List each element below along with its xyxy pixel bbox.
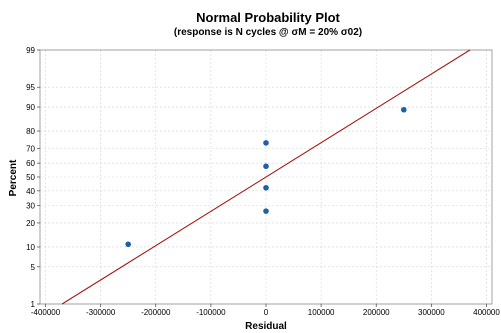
y-tick-label: 99 (26, 46, 35, 55)
y-tick-label: 90 (26, 103, 35, 112)
x-tick-label: -100000 (196, 308, 226, 317)
x-tick-label: 100000 (308, 308, 335, 317)
y-tick-label: 1 (31, 300, 36, 309)
y-tick-label: 95 (26, 83, 35, 92)
y-tick-label: 40 (26, 187, 35, 196)
x-tick-label: -300000 (86, 308, 116, 317)
y-tick-label: 60 (26, 159, 35, 168)
y-tick-label: 20 (26, 219, 35, 228)
y-axis-label: Percent (8, 159, 19, 196)
fit-line-layer (61, 49, 471, 305)
y-tick-label: 10 (26, 243, 35, 252)
data-point (263, 163, 269, 170)
data-point (125, 241, 131, 248)
y-axis-ticks: 1 5 10 20 30 40 50 60 70 80 90 95 99 (26, 46, 40, 309)
x-tick-label: 400000 (473, 308, 500, 317)
y-tick-label: 30 (26, 202, 35, 211)
x-axis-label: Residual (245, 321, 287, 332)
x-tick-label: 0 (264, 308, 269, 317)
x-axis-ticks: -400000 -300000 -200000 -100000 0 100000 20000… (31, 304, 500, 317)
data-point (263, 208, 269, 214)
y-tick-label: 50 (26, 173, 35, 182)
x-tick-label: 200000 (363, 308, 390, 317)
x-tick-label: -200000 (141, 308, 171, 317)
y-tick-label: 70 (26, 144, 35, 153)
chart-title: Normal Probability Plot (196, 10, 340, 25)
data-point (263, 184, 269, 191)
chart-subtitle: (response is N cycles @ σM = 20% σ02) (174, 27, 362, 38)
points-layer (125, 106, 407, 248)
data-point (401, 106, 407, 113)
x-tick-label: 300000 (418, 308, 445, 317)
data-point (263, 140, 269, 146)
x-tick-label: -400000 (31, 308, 61, 317)
y-tick-label: 80 (26, 127, 35, 136)
fit-line (61, 49, 471, 305)
y-tick-label: 5 (31, 263, 36, 272)
